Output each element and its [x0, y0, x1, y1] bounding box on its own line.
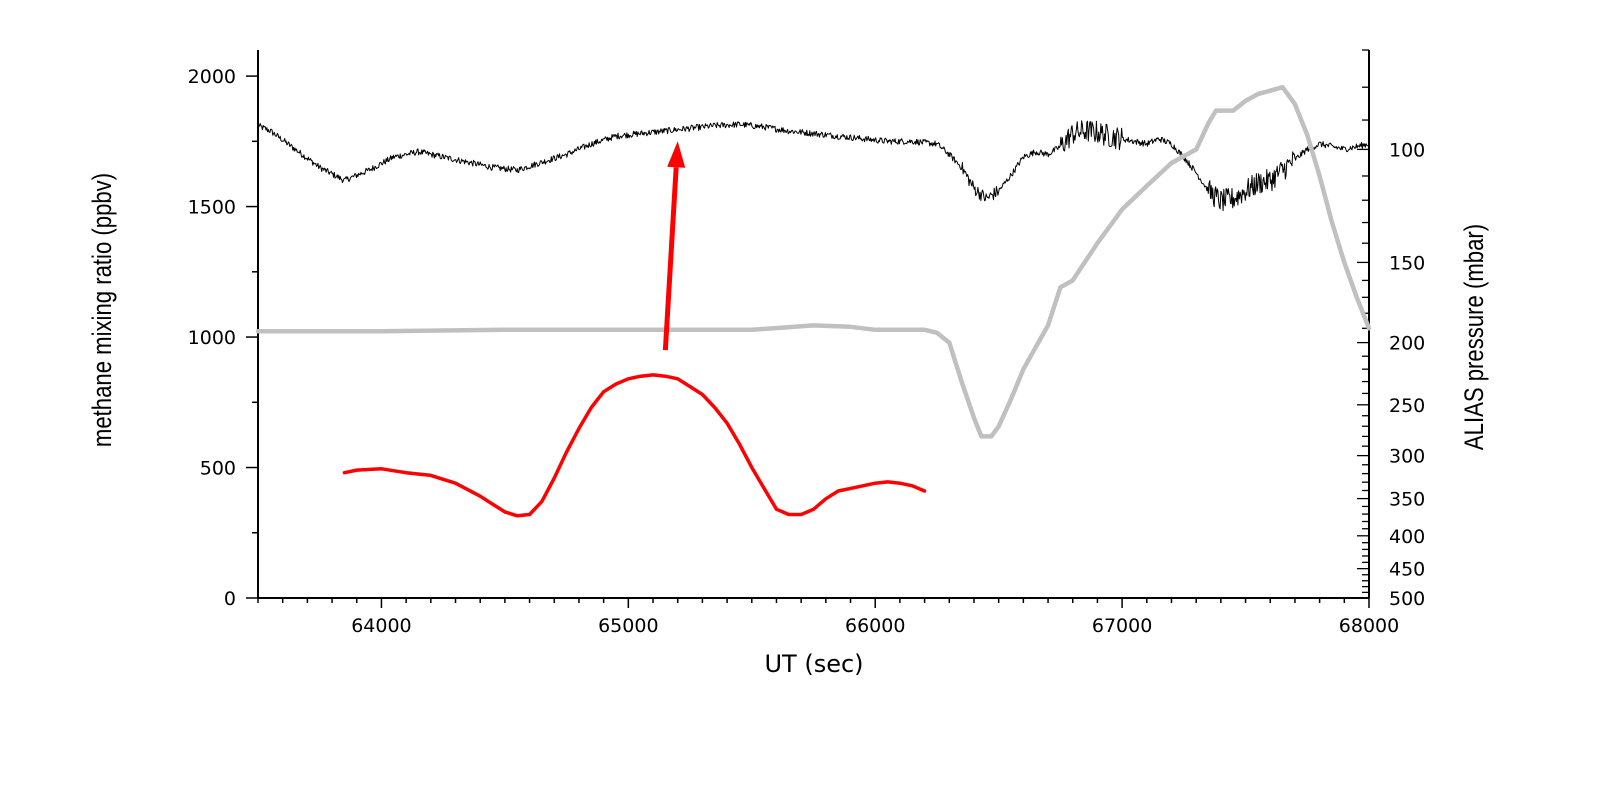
y2-tick-label: 450 [1389, 559, 1425, 581]
series-line-3 [342, 373, 927, 518]
x-tick-label: 64000 [351, 615, 411, 637]
y2-axis-title: ALIAS pressure (mbar) [1460, 224, 1490, 450]
y-tick-label: 500 [200, 458, 236, 480]
x-tick-label: 65000 [598, 615, 658, 637]
series-line-2 [255, 84, 1372, 439]
arrow-shaft [662, 167, 679, 351]
series-line-1 [257, 120, 1370, 212]
x-tick-label: 66000 [845, 615, 905, 637]
y2-tick-label: 250 [1389, 395, 1425, 417]
x-tick-label: 68000 [1339, 615, 1399, 637]
y2-tick-label: 300 [1389, 446, 1425, 468]
y2-tick-label: 150 [1389, 252, 1425, 274]
y2-tick-label: 100 [1389, 139, 1425, 161]
y-tick-label: 1500 [188, 197, 236, 219]
arrow-head [667, 141, 686, 168]
x-axis-title: UT (sec) [764, 650, 863, 678]
y2-tick-label: 500 [1389, 588, 1425, 610]
y2-tick-label: 400 [1389, 526, 1425, 548]
y-axis-title: methane mixing ratio (ppbv) [88, 173, 118, 447]
y-tick-label: 1000 [188, 327, 236, 349]
x-tick-label: 67000 [1092, 615, 1152, 637]
y-tick-label: 0 [224, 588, 236, 610]
y2-tick-label: 350 [1389, 489, 1425, 511]
y2-tick-label: 200 [1389, 333, 1425, 355]
y-tick-label: 2000 [188, 66, 236, 88]
